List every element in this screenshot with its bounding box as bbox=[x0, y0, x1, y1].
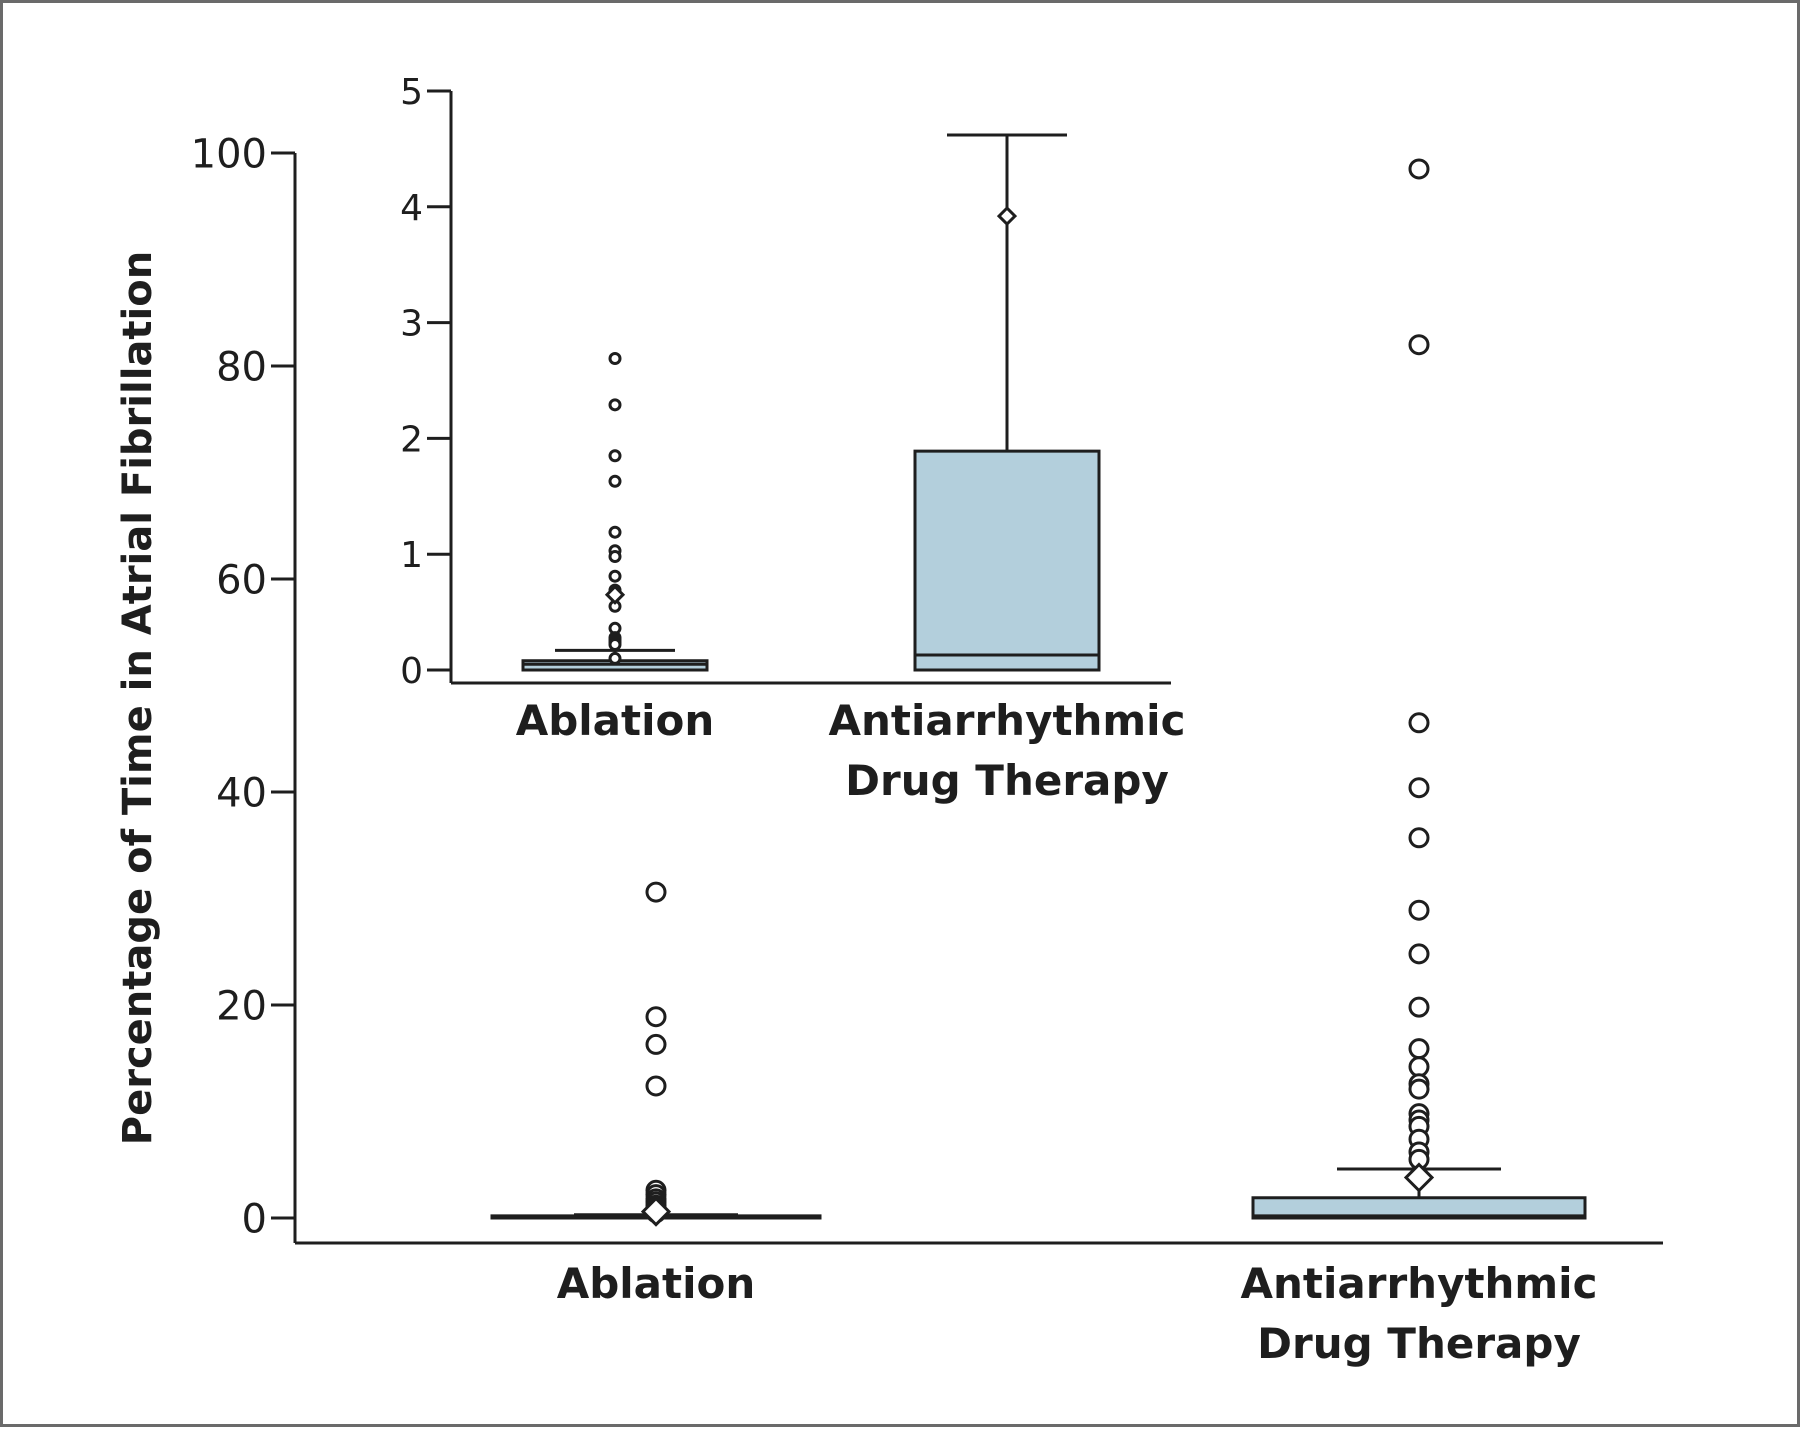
main-drug-therapy-mean-marker bbox=[1403, 1162, 1435, 1193]
inset-category-label: Drug Therapy bbox=[845, 756, 1169, 805]
inset-category-label: Ablation bbox=[516, 696, 715, 745]
main-y-tick-label: 60 bbox=[216, 557, 267, 603]
inset-drug-therapy-box bbox=[913, 449, 1101, 672]
inset-drug-therapy-mean-marker bbox=[996, 205, 1018, 227]
main-drug-therapy-outlier bbox=[1408, 1056, 1430, 1078]
inset-y-tick-label: 1 bbox=[400, 535, 423, 576]
main-ablation-outlier bbox=[645, 1033, 667, 1055]
main-y-tick-label: 80 bbox=[216, 344, 267, 390]
inset-ablation-outlier bbox=[608, 651, 622, 665]
main-drug-therapy-outlier bbox=[1408, 777, 1430, 799]
inset-ablation-outlier bbox=[608, 569, 622, 583]
main-ablation-outlier bbox=[645, 1006, 667, 1028]
inset-y-tick-label: 2 bbox=[400, 419, 423, 460]
inset-ablation-outlier bbox=[608, 449, 622, 463]
main-drug-therapy-outlier bbox=[1408, 158, 1430, 180]
main-ablation-mean-marker bbox=[640, 1196, 672, 1227]
inset-ablation-outlier bbox=[608, 474, 622, 488]
main-y-tick-label: 0 bbox=[242, 1196, 267, 1242]
inset-ablation-outlier bbox=[608, 398, 622, 412]
inset-ablation-mean-marker bbox=[604, 584, 626, 605]
inset-category-label: Antiarrhythmic bbox=[829, 696, 1186, 745]
main-ablation-outlier bbox=[645, 881, 667, 903]
main-drug-therapy-outlier bbox=[1408, 943, 1430, 965]
main-y-tick-label: 20 bbox=[216, 983, 267, 1029]
main-category-label: Ablation bbox=[557, 1259, 756, 1308]
main-drug-therapy-outlier bbox=[1408, 334, 1430, 356]
inset-ablation-outlier bbox=[608, 638, 622, 652]
inset-ablation-outlier bbox=[608, 550, 622, 564]
inset-ablation-outlier bbox=[608, 525, 622, 539]
main-drug-therapy-outlier bbox=[1408, 996, 1430, 1018]
main-drug-therapy-box bbox=[1251, 1196, 1587, 1220]
main-category-label: Antiarrhythmic bbox=[1241, 1259, 1598, 1308]
main-y-axis-title: Percentage of Time in Atrial Fibrillatio… bbox=[115, 251, 161, 1145]
inset-y-tick-label: 5 bbox=[400, 72, 423, 113]
inset-y-tick-label: 4 bbox=[400, 188, 423, 229]
main-ablation-outlier bbox=[645, 1075, 667, 1097]
main-category-label: Drug Therapy bbox=[1257, 1319, 1581, 1368]
inset-panel: 0 1 2 3 4 5 Ablation Antiarrhythmic Drug Therapy bbox=[400, 72, 1185, 805]
inset-y-tick-label: 3 bbox=[400, 304, 423, 345]
main-drug-therapy-outlier bbox=[1408, 712, 1430, 734]
inset-y-tick-label: 0 bbox=[400, 651, 423, 692]
main-y-tick-label: 100 bbox=[191, 131, 267, 177]
main-drug-therapy-outlier bbox=[1408, 1038, 1430, 1060]
main-drug-therapy-outlier bbox=[1408, 827, 1430, 849]
main-drug-therapy-outlier bbox=[1408, 899, 1430, 921]
main-drug-therapy-outlier bbox=[1408, 1078, 1430, 1100]
inset-ablation-outlier bbox=[608, 351, 622, 365]
main-y-tick-label: 40 bbox=[216, 770, 267, 816]
